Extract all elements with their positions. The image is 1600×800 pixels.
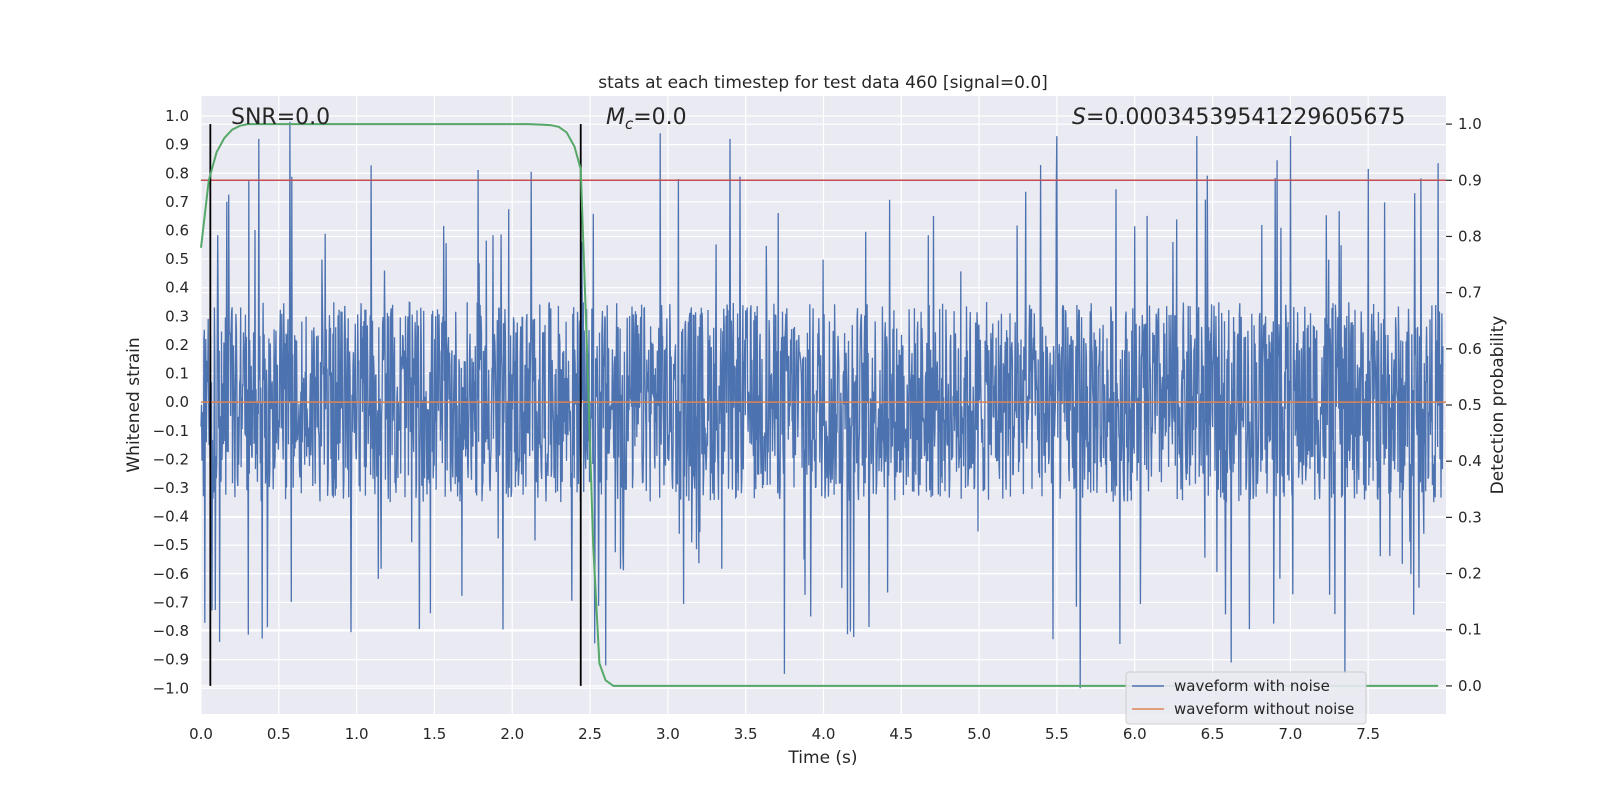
y-right-tick-label: 0.8	[1458, 227, 1482, 245]
x-tick-label: 2.5	[578, 725, 602, 743]
x-tick-label: 7.0	[1278, 725, 1302, 743]
x-tick-label: 6.5	[1201, 725, 1225, 743]
x-tick-label: 0.0	[189, 725, 213, 743]
y-right-tick-label: 0.9	[1458, 171, 1482, 189]
s-symbol: S	[1072, 105, 1086, 130]
x-tick-label: 7.5	[1356, 725, 1380, 743]
x-tick-label: 6.0	[1123, 725, 1147, 743]
mc-symbol: M	[606, 105, 625, 130]
y-left-tick-label: 0.6	[165, 221, 189, 239]
legend: waveform with noise waveform without noi…	[1125, 671, 1367, 725]
x-tick-label: 2.0	[500, 725, 524, 743]
y-left-tick-label: 0.5	[165, 250, 189, 268]
y-axis-left: 1.0 0.9 0.8 0.7 0.6 0.5 0.4 0.3 0.2 0.1 0.0 −0.1 −0.…	[153, 107, 189, 697]
detection-probability-line	[200, 123, 1439, 687]
x-tick-label: 5.5	[1045, 725, 1069, 743]
y-right-tick-label: 1.0	[1458, 115, 1482, 133]
x-tick-label: 4.5	[889, 725, 913, 743]
y-left-tick-label: −0.6	[153, 565, 189, 583]
snr-annotation: SNR=0.0	[231, 105, 330, 130]
s-value: =0.00034539541229605675	[1086, 105, 1405, 130]
mc-annotation: Mc=0.0	[606, 105, 687, 133]
y-right-tick-label: 0.0	[1458, 677, 1482, 695]
y-right-tick-label: 0.2	[1458, 565, 1482, 583]
x-tick-label: 3.5	[734, 725, 758, 743]
y-left-tick-label: −0.9	[153, 651, 189, 669]
y-axis-right-label: Detection probability	[1488, 316, 1508, 495]
y-left-tick-label: 0.4	[165, 279, 189, 297]
y-right-tick-label: 0.1	[1458, 621, 1482, 639]
y-left-tick-label: −0.8	[153, 622, 189, 640]
x-tick-label: 1.5	[423, 725, 447, 743]
x-tick-label: 5.0	[967, 725, 991, 743]
chart-title: stats at each timestep for test data 460…	[598, 73, 1048, 93]
y-axis-right: 1.0 0.9 0.8 0.7 0.6 0.5 0.4 0.3 0.2 0.1 0.0	[1446, 115, 1482, 695]
y-axis-left-label: Whitened strain	[124, 337, 144, 472]
y-left-tick-label: 0.7	[165, 193, 189, 211]
x-tick-label: 3.0	[656, 725, 680, 743]
y-left-tick-label: −1.0	[153, 679, 189, 697]
overlay-lines	[200, 123, 1446, 687]
y-left-tick-label: 1.0	[165, 107, 189, 125]
y-left-tick-label: 0.3	[165, 307, 189, 325]
x-tick-label: 0.5	[267, 725, 291, 743]
y-left-tick-label: 0.9	[165, 136, 189, 154]
y-left-tick-label: 0.2	[165, 336, 189, 354]
y-left-tick-label: 0.0	[165, 393, 189, 411]
mc-subscript: c	[625, 115, 634, 133]
waveform-with-noise-series	[200, 121, 1444, 689]
legend-label-noise: waveform with noise	[1174, 677, 1330, 695]
y-left-tick-label: −0.1	[153, 422, 189, 440]
y-left-tick-label: 0.1	[165, 365, 189, 383]
y-right-tick-label: 0.3	[1458, 508, 1482, 526]
y-left-tick-label: −0.3	[153, 479, 189, 497]
y-left-tick-label: −0.4	[153, 508, 189, 526]
y-right-tick-label: 0.6	[1458, 340, 1482, 358]
x-axis: 0.0 0.5 1.0 1.5 2.0 2.5 3.0 3.5 4.0 4.5 5.0 5.5 6.0 6…	[189, 725, 1380, 743]
waveform-with-noise-line	[200, 121, 1444, 689]
s-annotation: S=0.00034539541229605675	[1072, 105, 1405, 130]
legend-label-clean: waveform without noise	[1174, 700, 1354, 718]
y-left-tick-label: −0.2	[153, 450, 189, 468]
y-left-tick-label: 0.8	[165, 164, 189, 182]
x-axis-label: Time (s)	[787, 748, 857, 768]
x-tick-label: 4.0	[812, 725, 836, 743]
x-tick-label: 1.0	[345, 725, 369, 743]
y-left-tick-label: −0.5	[153, 536, 189, 554]
y-left-tick-label: −0.7	[153, 593, 189, 611]
y-right-tick-label: 0.4	[1458, 452, 1482, 470]
mc-value: =0.0	[633, 105, 686, 130]
legend-box	[1125, 671, 1367, 725]
y-right-tick-label: 0.7	[1458, 284, 1482, 302]
y-right-tick-label: 0.5	[1458, 396, 1482, 414]
